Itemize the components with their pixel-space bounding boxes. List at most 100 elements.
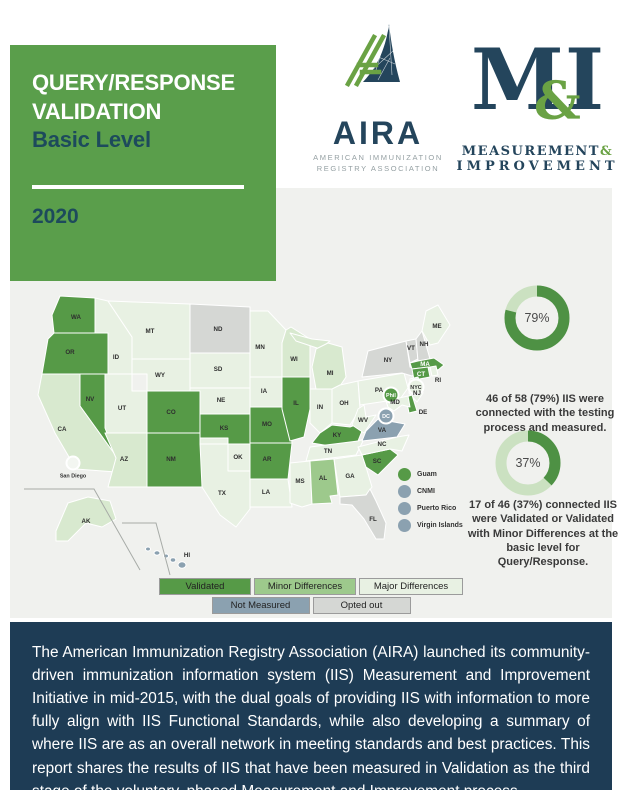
legend-chip-not-measured: Not Measured bbox=[211, 597, 310, 614]
state-label-MI: MI bbox=[327, 370, 334, 377]
state-label-VT: VT bbox=[407, 345, 415, 352]
state-IA bbox=[249, 376, 287, 408]
state-label-UT: UT bbox=[118, 405, 126, 412]
state-label-NC: NC bbox=[378, 441, 387, 448]
state-label-NH: NH bbox=[420, 341, 429, 348]
city-label-nyc: NYC bbox=[410, 385, 421, 391]
summary-paragraph: The American Immunization Registry Assoc… bbox=[32, 644, 590, 800]
state-label-NV: NV bbox=[86, 396, 95, 403]
state-label-CT: CT bbox=[417, 371, 425, 378]
city-label-phil: Phil bbox=[386, 393, 396, 399]
state-LA bbox=[249, 478, 293, 508]
state-label-NJ: NJ bbox=[413, 390, 421, 397]
state-UT bbox=[104, 373, 148, 434]
territory-item-cnmi: CNMI bbox=[398, 485, 463, 498]
report-title: QUERY/RESPONSE VALIDATION Basic Level bbox=[32, 69, 276, 155]
state-label-NE: NE bbox=[217, 397, 226, 404]
state-label-WA: WA bbox=[71, 314, 81, 321]
mi-ampersand-icon: & bbox=[533, 71, 581, 132]
aira-tagline-2: REGISTRY ASSOCIATION bbox=[316, 164, 440, 174]
state-label-WI: WI bbox=[290, 356, 298, 363]
state-IN bbox=[309, 388, 333, 434]
title-subtitle: Basic Level bbox=[32, 127, 151, 153]
state-label-WV: WV bbox=[358, 417, 369, 424]
donut-chart-validated: 37% bbox=[495, 430, 561, 496]
state-MI bbox=[311, 342, 347, 390]
state-label-RI: RI bbox=[435, 377, 441, 384]
territory-dot-icon bbox=[398, 468, 411, 481]
state-label-ME: ME bbox=[432, 323, 441, 330]
state-label-HI: HI bbox=[184, 552, 190, 559]
state-label-FL: FL bbox=[369, 516, 377, 523]
state-label-ID: ID bbox=[113, 354, 120, 361]
state-label-TN: TN bbox=[324, 448, 333, 455]
donut-1-value: 79% bbox=[524, 311, 550, 325]
legend-chip-major-differences: Major Differences bbox=[359, 578, 463, 595]
donut-1-svg bbox=[504, 285, 570, 351]
donut-2-caption: 17 of 46 (37%) connected IIS were Valida… bbox=[467, 499, 619, 569]
legend-chip-opted-out: Opted out bbox=[312, 597, 411, 614]
state-label-MS: MS bbox=[295, 478, 304, 485]
state-HI-island5 bbox=[177, 561, 187, 569]
state-HI-island2 bbox=[153, 550, 161, 556]
map-legend: Validated Minor Differences Major Differ… bbox=[10, 578, 612, 616]
donut-1-caption: 46 of 58 (79%) IIS were connected with t… bbox=[475, 393, 615, 434]
states-layer bbox=[37, 295, 451, 569]
territory-dot-icon bbox=[398, 485, 411, 498]
state-FL bbox=[339, 488, 387, 540]
city-marker-dc: DC bbox=[377, 407, 395, 425]
state-label-AZ: AZ bbox=[120, 456, 128, 463]
legend-row-2: Not Measured Opted out bbox=[10, 597, 612, 614]
state-AZ bbox=[104, 432, 148, 488]
hawaii-inset-border bbox=[122, 522, 171, 576]
state-label-IN: IN bbox=[317, 404, 324, 411]
state-IL bbox=[281, 376, 311, 442]
state-label-MO: MO bbox=[262, 421, 272, 428]
state-label-AR: AR bbox=[263, 456, 272, 463]
title-banner: QUERY/RESPONSE VALIDATION Basic Level 20… bbox=[10, 45, 276, 281]
city-marker-phil: Phil bbox=[382, 386, 400, 404]
state-label-LA: LA bbox=[262, 489, 271, 496]
state-label-CA: CA bbox=[58, 426, 67, 433]
territory-label: Guam bbox=[417, 471, 437, 478]
donut-2-svg bbox=[495, 430, 561, 496]
territory-label: Virgin Islands bbox=[417, 522, 463, 529]
aira-triangle-icon bbox=[344, 24, 400, 88]
state-HI-island1 bbox=[145, 546, 151, 552]
territory-item-guam: Guam bbox=[398, 468, 463, 481]
state-HI-island4 bbox=[169, 557, 177, 563]
state-label-WY: WY bbox=[155, 372, 166, 379]
state-label-IL: IL bbox=[293, 400, 299, 407]
city-markers-layer: Phil NYC DC San Diego bbox=[60, 378, 425, 480]
territory-item-virgin-islands: Virgin Islands bbox=[398, 519, 463, 532]
state-AK bbox=[55, 496, 117, 542]
state-label-NM: NM bbox=[166, 456, 176, 463]
title-line1: QUERY/RESPONSE bbox=[32, 70, 235, 95]
state-label-TX: TX bbox=[218, 490, 227, 497]
state-label-CO: CO bbox=[166, 409, 175, 416]
state-TX bbox=[199, 443, 251, 528]
state-CT bbox=[411, 366, 431, 381]
state-label-SD: SD bbox=[214, 366, 223, 373]
mi-measurement-label: MEASUREMENT& bbox=[461, 144, 614, 159]
title-divider bbox=[32, 185, 244, 189]
donut-2-value: 37% bbox=[515, 456, 541, 470]
state-OR bbox=[41, 332, 109, 375]
us-choropleth-map: Phil NYC DC San Diego WA OR CA NV ID MT WY UT AZ NM C… bbox=[24, 295, 451, 576]
aira-tagline-1: AMERICAN IMMUNIZATION bbox=[313, 153, 443, 162]
state-label-IA: IA bbox=[261, 388, 268, 395]
mi-monogram: M&I bbox=[455, 38, 620, 136]
city-label-san-diego: San Diego bbox=[60, 474, 87, 480]
aira-logo: AIRA AMERICAN IMMUNIZATION REGISTRY ASSO… bbox=[308, 20, 448, 175]
legend-row-1: Validated Minor Differences Major Differ… bbox=[10, 578, 612, 595]
state-label-DE: DE bbox=[419, 409, 428, 416]
state-label-MD: MD bbox=[390, 399, 400, 406]
state-label-NY: NY bbox=[384, 357, 393, 364]
territory-dot-icon bbox=[398, 502, 411, 515]
city-marker-nyc: NYC bbox=[407, 378, 425, 396]
state-MS bbox=[289, 460, 313, 508]
legend-chip-minor-differences: Minor Differences bbox=[254, 578, 356, 595]
alaska-inset-border bbox=[24, 488, 141, 571]
mi-logo: M&I MEASUREMENT& IMPROVEMENT bbox=[455, 38, 620, 175]
summary-box: The American Immunization Registry Assoc… bbox=[10, 622, 612, 800]
